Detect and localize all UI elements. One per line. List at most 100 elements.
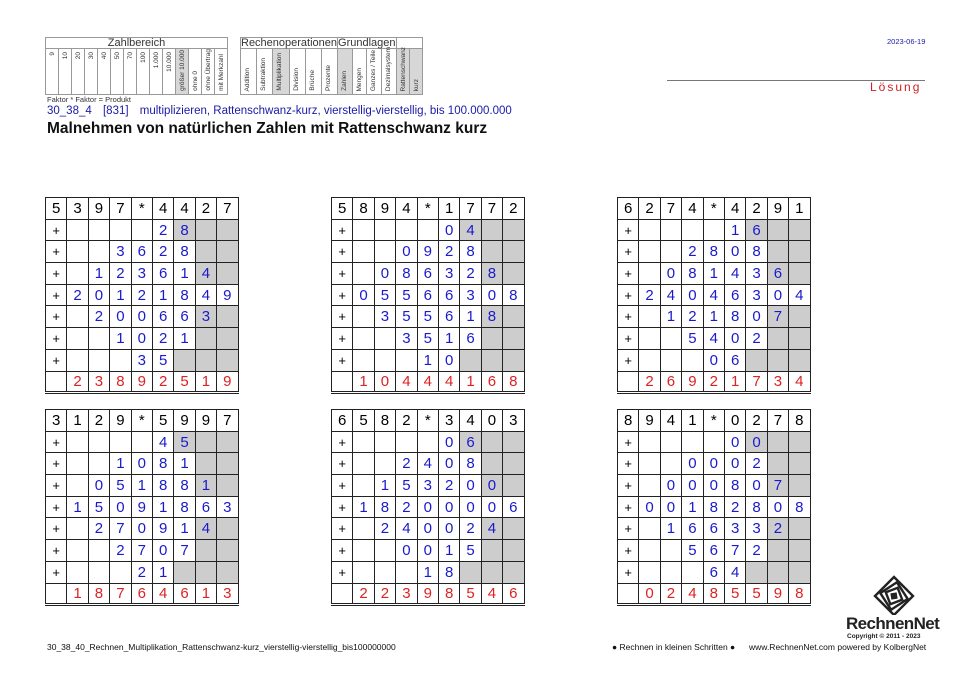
partial-digit: 6 [151,305,175,329]
zahlbereich-col-value: 30 [88,52,95,60]
plus-sign: + [44,240,68,264]
partial-digit: 0 [130,517,153,541]
plus-sign: + [330,305,354,329]
partial-digit: 1 [173,327,196,350]
partial-digit [66,539,89,562]
partial-digit: 2 [130,283,153,307]
partial-product-row: +2 7 0 7 [44,539,239,562]
result-digit: 1 [66,582,89,607]
partial-digit: 6 [681,517,704,541]
partial-digit: 5 [416,305,439,329]
partial-digit [681,560,704,584]
partial-digit: 3 [416,474,439,497]
partial-digit: 5 [681,327,704,350]
partial-digit [659,560,683,584]
plus-sign: + [616,305,640,329]
partial-digit [352,539,375,562]
grundlagen-col: Dezimalsystem [380,47,397,95]
partial-product-row: +0 5 5 6 6 3 0 8 [330,283,525,307]
partial-digit: 7 [130,539,153,562]
partial-digit: 3 [745,262,768,285]
partial-digit [395,430,418,454]
partial-digit [502,240,525,264]
factor-digit: 9 [173,409,196,432]
plus-sign: + [616,218,640,242]
partial-digit [788,560,811,584]
partial-digit: 0 [702,452,725,476]
result-digit: 9 [216,370,239,395]
factor-digit: 0 [723,409,747,432]
rechenoperation-col: Subtraktion [256,48,274,95]
partial-digit [502,327,525,350]
partial-digit: 0 [437,348,461,372]
partial-digit: 8 [395,262,418,285]
partial-digit [194,327,218,350]
multiply-sign: * [130,409,153,432]
partial-digit: 0 [437,218,461,242]
partial-digit: 8 [745,495,768,519]
result-digit: 9 [416,582,439,607]
partial-product-row: +5 6 7 2 [616,539,811,562]
partial-product-row: +3 5 5 6 1 8 [330,305,525,329]
partial-digit: 8 [702,240,725,264]
partial-digit: 8 [459,452,482,476]
factor-digit: 3 [44,409,68,432]
partial-digit [766,348,790,372]
plus-sign: + [616,430,640,454]
partial-digit [766,218,790,242]
problem-header-row: 6 5 8 2 * 3 4 0 3 [330,409,525,432]
rechenoperation-col-label: Subtraktion [260,58,268,91]
partial-product-row: +2 7 0 9 1 4 [44,517,239,541]
partial-digit: 3 [373,305,397,329]
zahlbereich-extra-col-label: ohne 0 [192,71,199,91]
partial-product-row: +1 5 0 9 1 8 6 3 [44,495,239,519]
partial-digit: 1 [173,452,196,476]
partial-digit: 5 [395,305,418,329]
plus-sign: + [44,305,68,329]
result-digit: 9 [130,370,153,395]
partial-digit: 4 [194,283,218,307]
factor-digit: 9 [194,409,218,432]
partial-product-row: +0 0 0 2 [616,452,811,476]
zahlbereich-extra-col-label: ohne Übertrag [205,49,212,91]
partial-digit [352,430,375,454]
partial-digit: 8 [173,283,196,307]
partial-product-row: +3 5 [44,348,239,372]
plus-sign: + [616,474,640,497]
partial-product-row: +1 6 [616,218,811,242]
partial-product-row: +1 0 8 1 [44,452,239,476]
factor-digit: 8 [788,409,811,432]
partial-digit [480,240,504,264]
partial-digit [502,218,525,242]
factor-digit: 7 [216,409,239,432]
partial-digit: 0 [681,283,704,307]
partial-digit: 0 [109,495,132,519]
partial-digit: 1 [109,452,132,476]
partial-digit [87,327,111,350]
partial-product-row: +0 8 6 3 2 8 [330,262,525,285]
group-extra [395,37,423,49]
partial-digit [66,218,89,242]
partial-digit: 2 [459,517,482,541]
partial-digit: 1 [437,327,461,350]
partial-digit [638,517,661,541]
result-digit: 9 [681,370,704,395]
partial-digit: 6 [416,262,439,285]
partial-digit: 2 [66,283,89,307]
partial-digit [216,348,239,372]
partial-digit: 6 [194,495,218,519]
problem-grid: 3 1 2 9 * 5 9 9 7 +4 5 +1 0 8 1 +0 5 1 8 8 1 +1 5 0 9 1 8 6 3 +2 7 0 9 1 4… [44,409,239,607]
partial-digit: 1 [151,495,175,519]
zahlbereich-col-value: 10.000 [166,52,173,72]
partial-digit [216,452,239,476]
partial-digit: 2 [87,305,111,329]
partial-digit [502,539,525,562]
partial-digit: 1 [173,262,196,285]
extra-col-label: kurz [412,78,420,91]
plus-sign: + [44,262,68,285]
plus-sign: + [44,430,68,454]
factor-digit: 7 [659,197,683,220]
partial-digit [194,452,218,476]
